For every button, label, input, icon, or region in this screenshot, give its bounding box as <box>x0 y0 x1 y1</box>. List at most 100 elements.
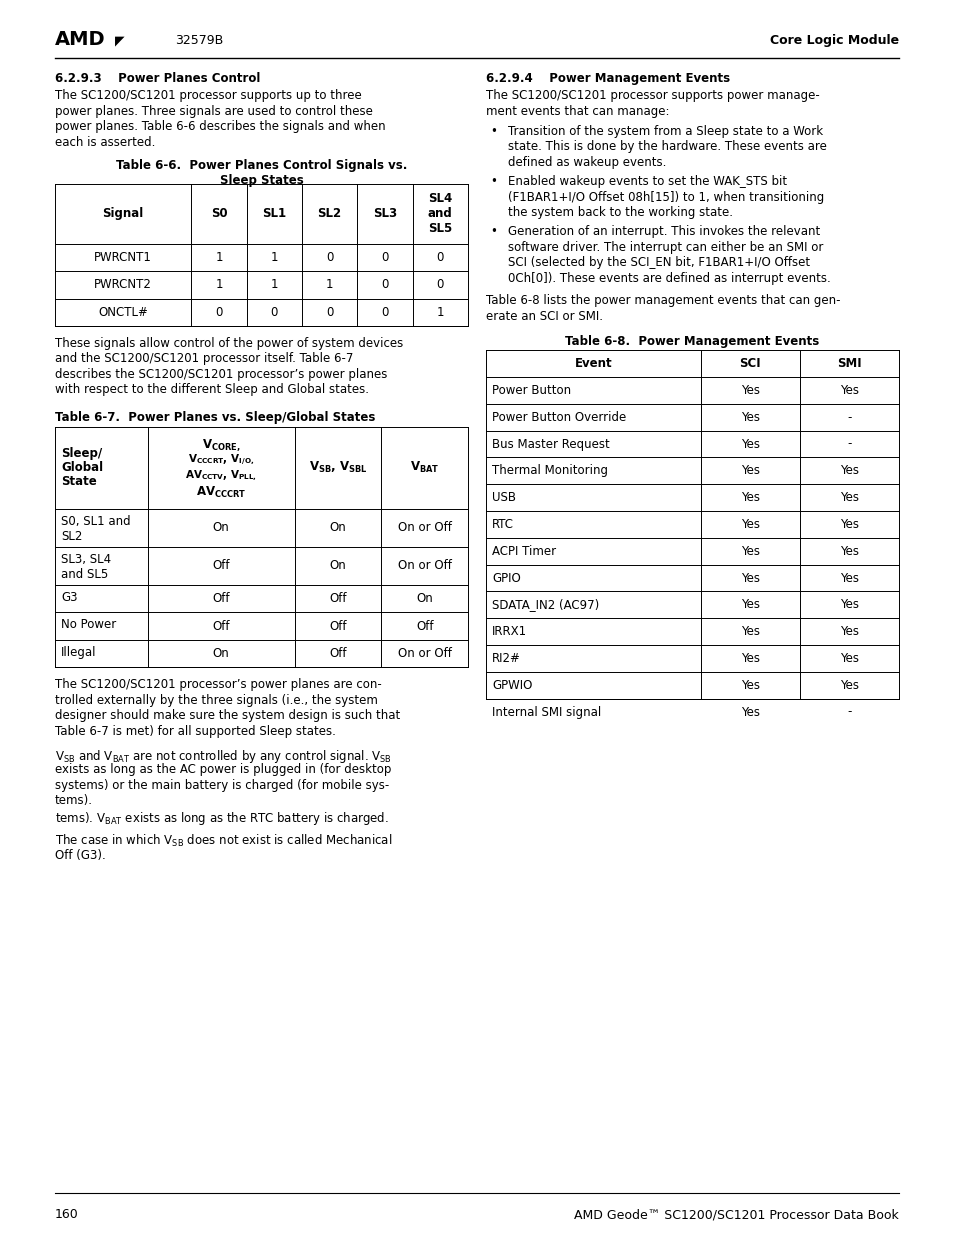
Text: Yes: Yes <box>740 598 759 611</box>
Text: Power Button Override: Power Button Override <box>492 411 625 424</box>
Text: Off: Off <box>213 592 230 605</box>
Text: SMI: SMI <box>836 357 861 370</box>
Text: Yes: Yes <box>740 545 759 558</box>
Text: Table 6-8 lists the power management events that can gen-: Table 6-8 lists the power management eve… <box>485 294 840 308</box>
Text: Yes: Yes <box>740 517 759 531</box>
Text: 6.2.9.3    Power Planes Control: 6.2.9.3 Power Planes Control <box>55 72 260 85</box>
Text: Table 6-7 is met) for all supported Sleep states.: Table 6-7 is met) for all supported Slee… <box>55 725 335 737</box>
Text: Signal: Signal <box>102 207 144 220</box>
Text: Yes: Yes <box>740 464 759 477</box>
Text: $\mathdefault{AV_{CCTV}}$, $\mathdefault{V_{PLL,}}$: $\mathdefault{AV_{CCTV}}$, $\mathdefault… <box>185 469 257 483</box>
Text: Yes: Yes <box>839 652 858 664</box>
Text: SL1: SL1 <box>262 207 286 220</box>
Text: 0: 0 <box>381 278 388 291</box>
Text: $\mathdefault{V_{CORE,}}$: $\mathdefault{V_{CORE,}}$ <box>202 437 240 452</box>
Text: Off: Off <box>213 559 230 572</box>
Text: ◤: ◤ <box>115 35 125 47</box>
Text: Generation of an interrupt. This invokes the relevant: Generation of an interrupt. This invokes… <box>507 226 820 238</box>
Text: SL3: SL3 <box>373 207 396 220</box>
Text: Enabled wakeup events to set the WAK_STS bit: Enabled wakeup events to set the WAK_STS… <box>507 175 786 188</box>
Text: On or Off: On or Off <box>397 647 451 659</box>
Text: Power Button: Power Button <box>492 384 571 396</box>
Text: Sleep States: Sleep States <box>219 174 303 188</box>
Text: power planes. Table 6-6 describes the signals and when: power planes. Table 6-6 describes the si… <box>55 120 385 133</box>
Text: Off: Off <box>329 620 346 632</box>
Text: 32579B: 32579B <box>174 35 223 47</box>
Text: 0: 0 <box>381 251 388 264</box>
Text: 1: 1 <box>215 278 222 291</box>
Text: GPIO: GPIO <box>492 572 520 584</box>
Text: $\mathdefault{V_{BAT}}$: $\mathdefault{V_{BAT}}$ <box>410 461 439 475</box>
Text: Yes: Yes <box>740 411 759 424</box>
Text: PWRCNT1: PWRCNT1 <box>94 251 152 264</box>
Text: describes the SC1200/SC1201 processor’s power planes: describes the SC1200/SC1201 processor’s … <box>55 368 387 380</box>
Text: Event: Event <box>574 357 612 370</box>
Text: systems) or the main battery is charged (for mobile sys-: systems) or the main battery is charged … <box>55 779 389 792</box>
Text: Yes: Yes <box>839 598 858 611</box>
Text: On or Off: On or Off <box>397 559 451 572</box>
Text: Bus Master Request: Bus Master Request <box>492 437 609 451</box>
Text: Core Logic Module: Core Logic Module <box>769 35 898 47</box>
Text: software driver. The interrupt can either be an SMI or: software driver. The interrupt can eithe… <box>507 241 822 254</box>
Text: SL4
and
SL5: SL4 and SL5 <box>428 193 453 235</box>
Text: Yes: Yes <box>839 625 858 638</box>
Text: GPWIO: GPWIO <box>492 679 532 692</box>
Text: •: • <box>490 125 497 137</box>
Text: SCI: SCI <box>739 357 760 370</box>
Text: Yes: Yes <box>740 572 759 584</box>
Text: (F1BAR1+I/O Offset 08h[15]) to 1, when transitioning: (F1BAR1+I/O Offset 08h[15]) to 1, when t… <box>507 190 823 204</box>
Text: Transition of the system from a Sleep state to a Work: Transition of the system from a Sleep st… <box>507 125 822 137</box>
Text: The case in which $\mathdefault{V_{SB}}$ does not exist is called Mechanical: The case in which $\mathdefault{V_{SB}}$… <box>55 834 392 850</box>
Text: trolled externally by the three signals (i.e., the system: trolled externally by the three signals … <box>55 694 377 706</box>
Text: USB: USB <box>492 492 516 504</box>
Text: The SC1200/SC1201 processor’s power planes are con-: The SC1200/SC1201 processor’s power plan… <box>55 678 381 692</box>
Text: tems). $\mathdefault{V_{BAT}}$ exists as long as the RTC battery is charged.: tems). $\mathdefault{V_{BAT}}$ exists as… <box>55 810 389 827</box>
Text: Yes: Yes <box>740 437 759 451</box>
Text: AMD Geode™ SC1200/SC1201 Processor Data Book: AMD Geode™ SC1200/SC1201 Processor Data … <box>574 1208 898 1221</box>
Text: 0: 0 <box>215 306 222 319</box>
Text: power planes. Three signals are used to control these: power planes. Three signals are used to … <box>55 105 373 117</box>
Text: S0: S0 <box>211 207 227 220</box>
Text: These signals allow control of the power of system devices: These signals allow control of the power… <box>55 337 403 350</box>
Text: Yes: Yes <box>839 492 858 504</box>
Text: 0Ch[0]). These events are defined as interrupt events.: 0Ch[0]). These events are defined as int… <box>507 272 830 285</box>
Text: 160: 160 <box>55 1208 79 1221</box>
Text: $\mathdefault{V_{SB}}$, $\mathdefault{V_{SBL}}$: $\mathdefault{V_{SB}}$, $\mathdefault{V_… <box>308 461 367 475</box>
Text: and the SC1200/SC1201 processor itself. Table 6-7: and the SC1200/SC1201 processor itself. … <box>55 352 353 366</box>
Text: Yes: Yes <box>839 679 858 692</box>
Text: On: On <box>213 521 230 535</box>
Text: 6.2.9.4    Power Management Events: 6.2.9.4 Power Management Events <box>485 72 729 85</box>
Text: Yes: Yes <box>839 464 858 477</box>
Text: Off (G3).: Off (G3). <box>55 848 106 862</box>
Text: •: • <box>490 226 497 238</box>
Text: The SC1200/SC1201 processor supports power manage-: The SC1200/SC1201 processor supports pow… <box>485 89 819 103</box>
Text: Yes: Yes <box>839 517 858 531</box>
Text: G3: G3 <box>61 590 77 604</box>
Text: erate an SCI or SMI.: erate an SCI or SMI. <box>485 310 602 322</box>
Text: SDATA_IN2 (AC97): SDATA_IN2 (AC97) <box>492 598 598 611</box>
Text: On: On <box>329 521 346 535</box>
Text: Yes: Yes <box>839 384 858 396</box>
Text: 0: 0 <box>436 278 443 291</box>
Text: On or Off: On or Off <box>397 521 451 535</box>
Text: 0: 0 <box>381 306 388 319</box>
Text: -: - <box>846 705 851 719</box>
Text: Thermal Monitoring: Thermal Monitoring <box>492 464 607 477</box>
Text: Internal SMI signal: Internal SMI signal <box>492 705 600 719</box>
Text: On: On <box>329 559 346 572</box>
Text: On: On <box>416 592 433 605</box>
Text: Illegal: Illegal <box>61 646 96 658</box>
Text: with respect to the different Sleep and Global states.: with respect to the different Sleep and … <box>55 383 369 396</box>
Text: PWRCNT2: PWRCNT2 <box>94 278 152 291</box>
Text: Yes: Yes <box>839 545 858 558</box>
Text: -: - <box>846 437 851 451</box>
Text: 1: 1 <box>436 306 443 319</box>
Text: 1: 1 <box>215 251 222 264</box>
Text: The SC1200/SC1201 processor supports up to three: The SC1200/SC1201 processor supports up … <box>55 89 361 103</box>
Text: 0: 0 <box>326 251 333 264</box>
Text: No Power: No Power <box>61 619 116 631</box>
Text: Yes: Yes <box>740 679 759 692</box>
Text: SCI (selected by the SCI_EN bit, F1BAR1+I/O Offset: SCI (selected by the SCI_EN bit, F1BAR1+… <box>507 257 809 269</box>
Text: 0: 0 <box>436 251 443 264</box>
Text: $\mathdefault{V_{CCCRT}}$, $\mathdefault{V_{I/O,}}$: $\mathdefault{V_{CCCRT}}$, $\mathdefault… <box>188 453 254 467</box>
